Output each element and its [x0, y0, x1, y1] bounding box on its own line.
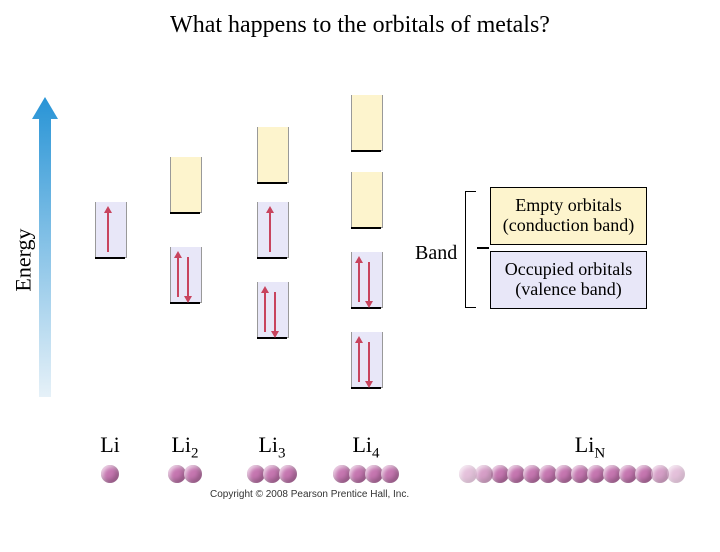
valence-band-box: Occupied orbitals (valence band)	[490, 251, 647, 309]
bracket-tick-icon	[477, 247, 489, 249]
page-title: What happens to the orbitals of metals?	[0, 12, 720, 39]
band-bracket-icon	[465, 191, 476, 308]
atoms-row	[460, 465, 684, 483]
energy-level-line	[257, 182, 287, 184]
electron-spin-up-icon	[264, 292, 266, 332]
orbital-box	[257, 127, 289, 183]
species-label: LiN	[560, 432, 620, 462]
atom-icon	[667, 465, 685, 483]
electron-spin-down-icon	[187, 257, 189, 297]
species-label: Li2	[155, 432, 215, 462]
orbital-column-Li3: Li3	[242, 47, 302, 487]
orbital-column-Li4: Li4	[336, 47, 396, 487]
electron-spin-up-icon	[358, 262, 360, 302]
orbital-box	[351, 172, 383, 228]
orbital-diagram: Energy Li Li2 Li3 Li4 Copyright © 2008 Pear…	[0, 47, 720, 507]
electron-spin-down-icon	[274, 292, 276, 332]
atoms-row	[169, 465, 201, 483]
energy-level-line	[351, 150, 381, 152]
electron-spin-up-icon	[269, 212, 271, 252]
electron-spin-down-icon	[368, 342, 370, 382]
orbital-column-Li: Li	[80, 47, 140, 487]
energy-axis-label: Energy	[11, 228, 37, 291]
atom-icon	[475, 465, 493, 483]
atom-icon	[279, 465, 297, 483]
atoms-row	[102, 465, 118, 483]
species-label: Li3	[242, 432, 302, 462]
energy-level-line	[170, 212, 200, 214]
atom-icon	[381, 465, 399, 483]
orbital-column-Li2: Li2	[155, 47, 215, 487]
species-label: Li	[80, 432, 140, 458]
energy-level-line	[95, 257, 125, 259]
atoms-row	[334, 465, 398, 483]
electron-spin-up-icon	[358, 342, 360, 382]
species-label: Li4	[336, 432, 396, 462]
orbital-box	[170, 157, 202, 213]
atoms-row	[248, 465, 296, 483]
atom-icon	[101, 465, 119, 483]
electron-spin-down-icon	[368, 262, 370, 302]
atom-icon	[184, 465, 202, 483]
electron-spin-up-icon	[177, 257, 179, 297]
energy-level-line	[257, 257, 287, 259]
energy-level-line	[351, 227, 381, 229]
energy-axis: Energy	[10, 97, 60, 407]
orbital-box	[351, 95, 383, 151]
electron-spin-up-icon	[107, 212, 109, 252]
conduction-band-box: Empty orbitals (conduction band)	[490, 187, 647, 245]
copyright-text: Copyright © 2008 Pearson Prentice Hall, …	[210, 489, 409, 500]
band-label: Band	[415, 242, 457, 265]
